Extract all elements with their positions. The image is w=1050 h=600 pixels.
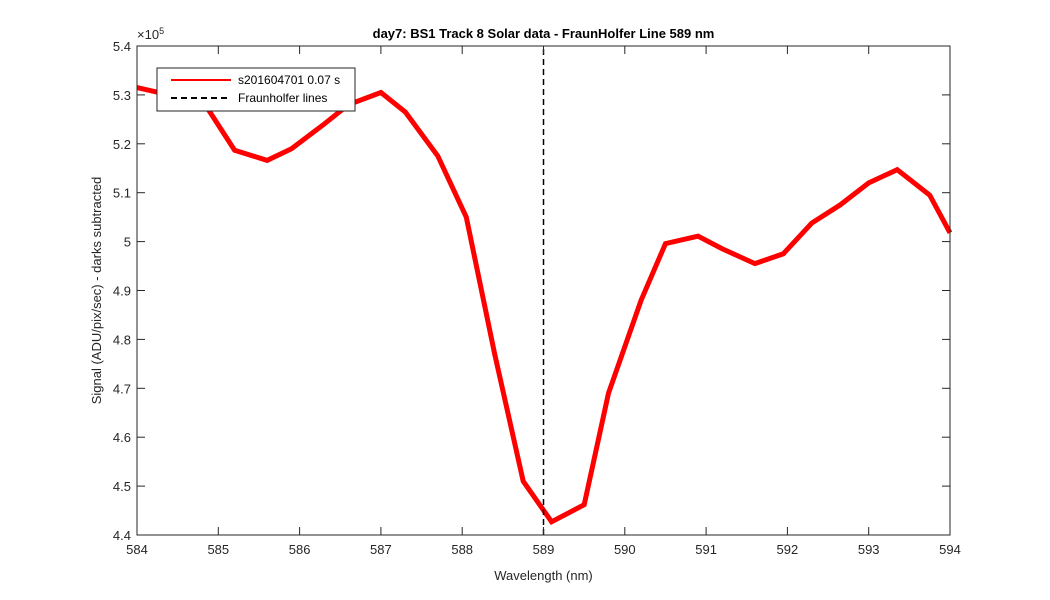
y-tick-label: 4.4 <box>113 528 131 543</box>
x-tick-label: 593 <box>858 542 880 557</box>
y-tick-label: 5.1 <box>113 186 131 201</box>
x-tick-label: 585 <box>207 542 229 557</box>
y-tick-label: 5.2 <box>113 137 131 152</box>
chart-title: day7: BS1 Track 8 Solar data - FraunHolf… <box>373 26 715 41</box>
y-tick-label: 5 <box>124 235 131 250</box>
y-axis-label: Signal (ADU/pix/sec) - darks subtracted <box>89 177 104 405</box>
y-tick-label: 4.6 <box>113 430 131 445</box>
y-tick-label: 4.5 <box>113 479 131 494</box>
y-tick-label: 4.7 <box>113 381 131 396</box>
x-tick-label: 589 <box>533 542 555 557</box>
legend-label-series-2: Fraunholfer lines <box>238 91 327 105</box>
y-tick-label: 5.3 <box>113 88 131 103</box>
x-tick-label: 591 <box>695 542 717 557</box>
legend-label-series-1: s201604701 0.07 s <box>238 73 340 87</box>
x-axis: 584 585 586 587 588 589 590 591 592 593 594 <box>126 46 961 557</box>
series-layer <box>136 46 953 535</box>
x-axis-label: Wavelength (nm) <box>494 568 593 583</box>
x-tick-label: 590 <box>614 542 636 557</box>
y-tick-label: 4.8 <box>113 332 131 347</box>
signal-series-line <box>136 85 953 526</box>
y-axis: 4.4 4.5 4.6 4.7 4.8 4.9 5 5.1 5.2 5.3 5.4 <box>113 39 950 543</box>
legend: s201604701 0.07 s Fraunholfer lines <box>156 67 356 112</box>
x-tick-label: 584 <box>126 542 148 557</box>
x-tick-label: 592 <box>777 542 799 557</box>
x-tick-label: 586 <box>289 542 311 557</box>
y-exponent-label: ×105 <box>137 26 164 42</box>
legend-box <box>156 67 356 112</box>
x-tick-label: 588 <box>451 542 473 557</box>
x-tick-label: 587 <box>370 542 392 557</box>
y-tick-label: 4.9 <box>113 284 131 299</box>
x-tick-label: 594 <box>939 542 961 557</box>
y-tick-label: 5.4 <box>113 39 131 54</box>
